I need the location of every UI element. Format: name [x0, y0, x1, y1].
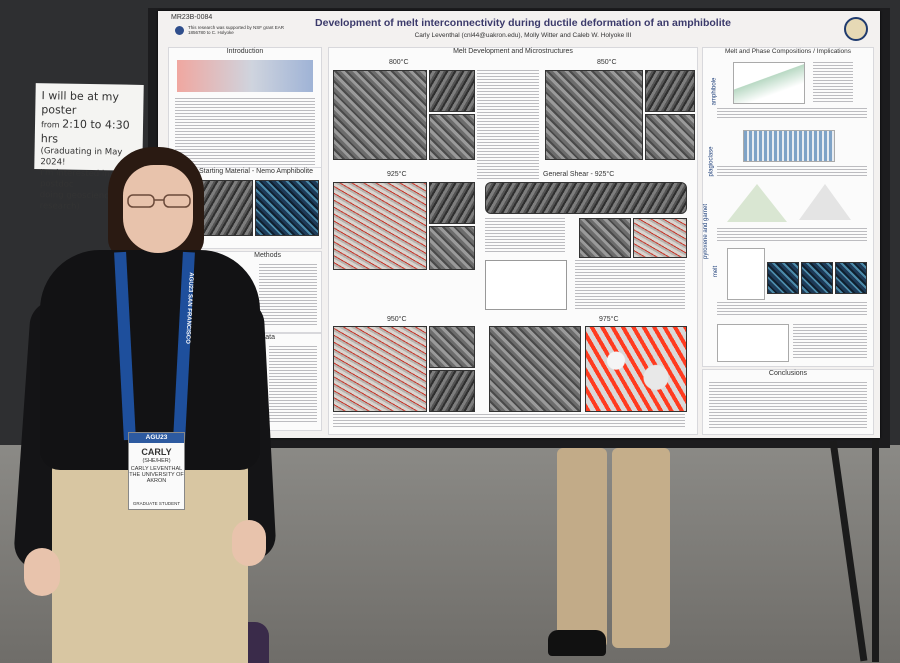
label-melt: melt — [713, 265, 720, 278]
conclusions-section: Conclusions — [702, 369, 874, 435]
presenter-hand-right — [232, 520, 266, 566]
name-badge: AGU23 CARLY (SHE/HER) CARLY LEVENTHAL TH… — [128, 432, 185, 510]
melt-plot — [727, 248, 765, 300]
micrograph-975-b — [585, 326, 687, 412]
amphibole-legend — [813, 62, 853, 102]
presenter-face — [123, 165, 193, 253]
amphibole-text — [717, 108, 867, 120]
melt-micrograph-a — [767, 262, 799, 294]
badge-event: AGU23 — [129, 433, 184, 443]
micrograph-800-b — [429, 114, 475, 160]
conclusions-heading: Conclusions — [768, 370, 808, 377]
starting-heading: Starting Material - Nemo Amphibolite — [199, 168, 313, 175]
poster: MR23B-0084 This research was supported b… — [158, 11, 880, 438]
intro-diagram — [177, 60, 313, 92]
second-person-leg-left — [557, 448, 607, 648]
phase-section: Melt and Phase Compositions / Implicatio… — [702, 47, 874, 367]
presenter-hand-left — [24, 548, 60, 596]
badge-fullname: CARLY LEVENTHAL — [130, 466, 183, 472]
methods-heading: Methods — [254, 252, 281, 259]
melt-micrograph-c — [835, 262, 867, 294]
micrograph-850-b — [645, 114, 695, 160]
label-950: 950°C — [387, 316, 407, 323]
conclusions-text — [709, 382, 867, 430]
melt-micrograph-b — [801, 262, 833, 294]
easel-leg-back — [872, 440, 879, 662]
label-amphibole: amphibole — [711, 77, 718, 106]
second-person-leg-right — [612, 448, 670, 648]
starting-micrograph-1 — [199, 180, 253, 236]
strength-plot — [717, 324, 789, 362]
label-general-shear: General Shear - 925°C — [543, 171, 615, 178]
melt-development-section: Melt Development and Microstructures 800… — [328, 47, 698, 435]
micrograph-975-a — [489, 326, 581, 412]
poster-support: This research was supported by NSF grant… — [188, 25, 285, 35]
badge-affiliation: THE UNIVERSITY OF AKRON — [129, 472, 184, 484]
label-pyroxene-garnet: pyroxene and garnet — [703, 203, 710, 260]
melt-text — [717, 302, 867, 316]
note-time-from: 2:10 — [62, 117, 88, 131]
shear-text — [485, 218, 565, 252]
poster-authors: Carly Leventhal (cnl44@uakron.edu), Moll… — [414, 32, 632, 39]
micrograph-925-main — [333, 182, 427, 270]
poster-title: Development of melt interconnectivity du… — [315, 17, 731, 29]
micrograph-950-main — [333, 326, 427, 412]
micrograph-850-main — [545, 70, 643, 160]
micrograph-950-a — [429, 326, 475, 368]
shear-sample-image — [485, 182, 687, 214]
pyroxene-ternary — [727, 184, 787, 222]
badge-pronouns: (SHE/HER) — [142, 458, 171, 464]
micrograph-800-main — [333, 70, 427, 160]
micrograph-800-a — [429, 70, 475, 112]
badge-role: GRADUATE STUDENT — [132, 501, 181, 506]
label-850: 850°C — [597, 59, 617, 66]
glasses-icon — [127, 194, 191, 208]
university-seal — [844, 17, 868, 41]
text-800 — [477, 70, 539, 180]
second-person-shoe — [548, 630, 606, 656]
intro-section: Introduction — [168, 47, 322, 183]
note-to: to — [90, 118, 102, 132]
micrograph-925-a — [429, 182, 475, 224]
note-line-2: from 2:10 to 4:30 hrs — [41, 117, 139, 148]
shear-stress-plot — [485, 260, 567, 310]
note-time-to: 4:30 — [104, 118, 130, 132]
plagioclase-text — [717, 166, 867, 176]
phase-heading: Melt and Phase Compositions / Implicatio… — [724, 48, 852, 55]
label-plagioclase: plagioclase — [708, 146, 715, 177]
shear-micrograph-a — [579, 218, 631, 258]
intro-text — [175, 98, 315, 176]
shear-text-2 — [575, 260, 685, 310]
starting-micrograph-2 — [255, 180, 319, 236]
bottom-captions — [333, 414, 685, 428]
melt-dev-heading: Melt Development and Microstructures — [453, 48, 573, 55]
data-text — [269, 346, 317, 424]
badge-name: CARLY — [141, 447, 172, 457]
label-925: 925°C — [387, 171, 407, 178]
micrograph-950-b — [429, 370, 475, 412]
nsf-logo — [175, 26, 184, 35]
note-line-1: I will be at my poster — [41, 89, 120, 117]
pyroxene-text — [717, 228, 867, 242]
note-from-prefix: from — [40, 120, 63, 130]
strength-text — [793, 324, 867, 360]
plagioclase-plot — [743, 130, 835, 162]
label-975: 975°C — [599, 316, 619, 323]
micrograph-925-b — [429, 226, 475, 270]
amphibole-plot — [733, 62, 805, 104]
micrograph-850-a — [645, 70, 695, 112]
garnet-ternary — [799, 184, 851, 220]
note-unit: hrs — [40, 132, 59, 146]
methods-text — [259, 264, 317, 326]
label-800: 800°C — [389, 59, 409, 66]
data-heading: Data — [260, 334, 275, 341]
shear-micrograph-b — [633, 218, 687, 258]
intro-heading: Introduction — [226, 48, 264, 55]
poster-id: MR23B-0084 — [171, 14, 213, 21]
